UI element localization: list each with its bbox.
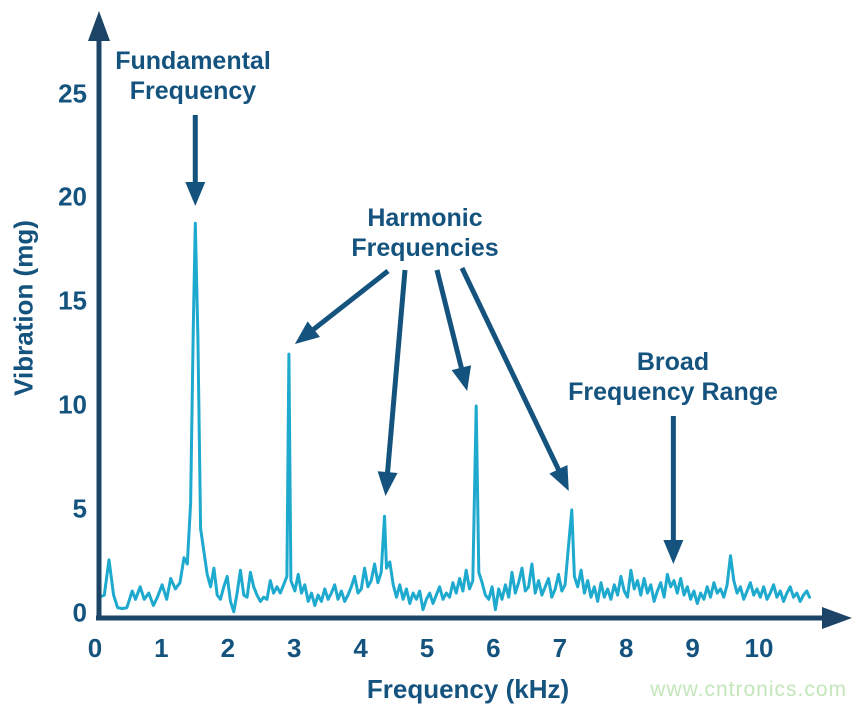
harmonic-frequencies-annotation: Harmonic Frequencies: [351, 203, 498, 263]
x-tick-label-6: 6: [486, 633, 501, 663]
x-tick-label-1: 1: [154, 633, 169, 663]
y-tick-label-10: 10: [58, 389, 87, 420]
x-tick-label-3: 3: [286, 633, 302, 663]
y-tick-label-5: 5: [72, 493, 87, 524]
harmonic-arrow-3: [434, 269, 472, 391]
broad-frequency-range-annotation: Broad Frequency Range: [568, 347, 778, 407]
harmonic-arrow-2: [377, 269, 408, 496]
harmonic-annotation-line2: Frequencies: [351, 234, 499, 262]
x-tick-label-9: 9: [685, 633, 700, 663]
y-axis: [88, 11, 110, 620]
broad-annotation-line1: Broad: [636, 348, 710, 376]
fundamental-frequency-annotation: Fundamental Frequency: [115, 46, 271, 106]
fundamental-frequency-arrow: [185, 115, 206, 206]
x-tick-label-4: 4: [353, 633, 368, 663]
y-tick-label-0: 0: [72, 597, 87, 628]
x-axis-title: Frequency (kHz): [366, 674, 570, 704]
x-tick-label-5: 5: [419, 633, 435, 663]
watermark-text: www.cntronics.com: [650, 678, 847, 701]
x-tick-label-2: 2: [220, 633, 236, 663]
harmonic-arrow-4: [459, 266, 569, 491]
x-tick-label-8: 8: [618, 633, 634, 663]
y-tick-label-20: 20: [58, 181, 87, 212]
x-tick-label-10: 10: [744, 633, 774, 663]
fundamental-annotation-line1: Fundamental: [115, 47, 271, 75]
x-axis: [96, 607, 852, 629]
y-tick-label-25: 25: [58, 78, 87, 108]
vibration-spectrum-line: [97, 221, 811, 614]
broad-frequency-range-arrow: [663, 416, 684, 564]
y-axis-title: Vibration (mg): [8, 220, 39, 396]
x-tick-label-7: 7: [552, 633, 568, 663]
fundamental-annotation-line2: Frequency: [129, 77, 257, 105]
harmonic-annotation-line1: Harmonic: [367, 204, 483, 232]
x-tick-label-0: 0: [87, 633, 103, 663]
harmonic-arrow-1: [294, 269, 390, 344]
y-tick-label-15: 15: [58, 285, 87, 316]
broad-annotation-line2: Frequency Range: [568, 378, 778, 406]
